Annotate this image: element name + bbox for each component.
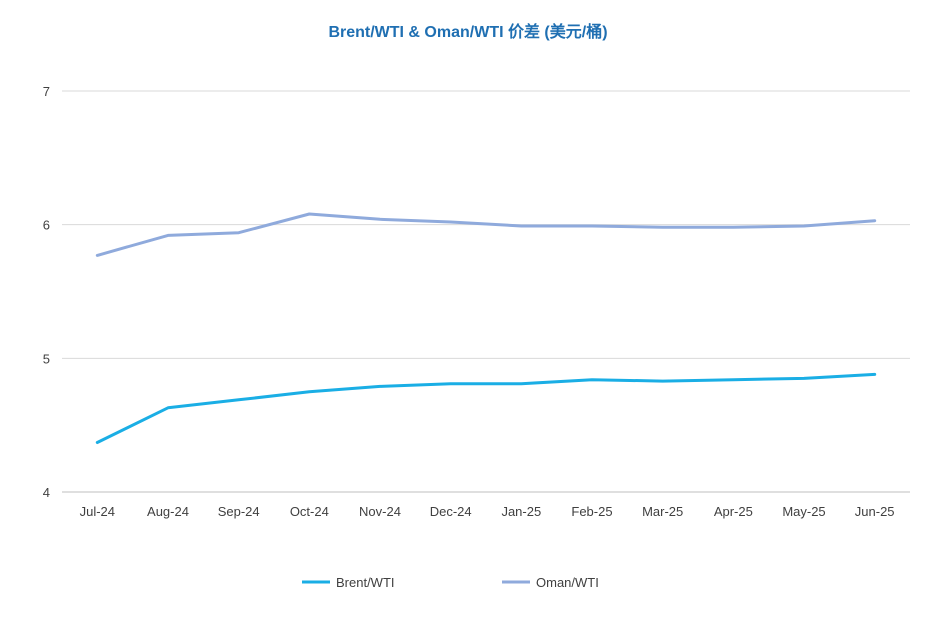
y-tick-label: 6: [43, 218, 50, 233]
x-tick-label: Oct-24: [290, 504, 329, 519]
x-tick-label: May-25: [782, 504, 825, 519]
x-tick-label: Jul-24: [80, 504, 115, 519]
legend: Brent/WTI Oman/WTI: [302, 575, 599, 590]
x-axis-ticks: Jul-24 Aug-24 Sep-24 Oct-24 Nov-24 Dec-24 Jan-…: [80, 504, 895, 519]
x-tick-label: Jun-25: [855, 504, 895, 519]
y-axis-ticks: 4 5 6 7: [43, 84, 50, 500]
gridlines: [62, 90, 910, 493]
series-line-brent-wti: [95, 372, 877, 444]
x-tick-label: Mar-25: [642, 504, 683, 519]
series-line-oman-wti: [95, 212, 877, 257]
x-tick-label: Nov-24: [359, 504, 401, 519]
y-tick-label: 4: [43, 485, 50, 500]
legend-label: Oman/WTI: [536, 575, 599, 590]
x-tick-label: Sep-24: [218, 504, 260, 519]
legend-label: Brent/WTI: [336, 575, 395, 590]
chart-title: Brent/WTI & Oman/WTI 价差 (美元/桶): [328, 22, 607, 41]
x-tick-label: Apr-25: [714, 504, 753, 519]
x-tick-label: Aug-24: [147, 504, 189, 519]
series-lines: [95, 212, 877, 444]
x-tick-label: Feb-25: [571, 504, 612, 519]
y-tick-label: 7: [43, 84, 50, 99]
x-tick-label: Dec-24: [430, 504, 472, 519]
x-tick-label: Jan-25: [501, 504, 541, 519]
y-tick-label: 5: [43, 351, 50, 366]
